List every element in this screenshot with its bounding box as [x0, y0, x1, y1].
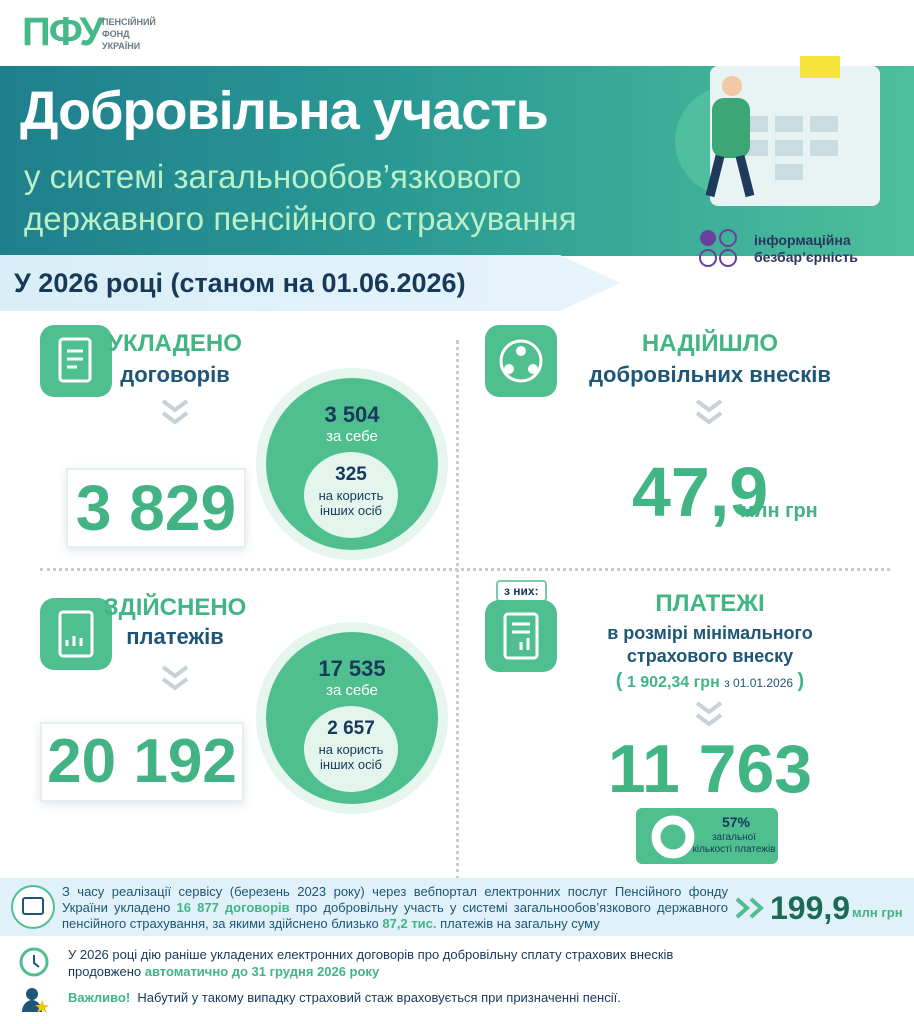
min-payments-icon	[485, 600, 557, 672]
self-value: 17 535	[318, 656, 386, 681]
total: 3 829	[66, 468, 246, 548]
org-name: ПЕНСІЙНИЙ ФОНД УКРАЇНИ	[102, 16, 156, 52]
org-line: УКРАЇНИ	[102, 41, 141, 51]
others-label-line: на користь	[318, 488, 384, 503]
subtitle: у системі загальнообов’язкового державно…	[24, 156, 577, 240]
chevron	[695, 701, 723, 727]
badge-line: безбар’єрність	[754, 249, 858, 265]
note: Важливо! Набутий у такому випадку страхо…	[68, 990, 621, 1005]
badge-line: інформаційна	[754, 232, 851, 248]
divider	[456, 340, 459, 880]
text: У 2026 році дію раніше укладених електро…	[68, 947, 674, 979]
others-label-line: інших осіб	[320, 757, 382, 772]
subheading: добровільних внесків	[589, 362, 831, 387]
subtitle-line: державного пенсійного страхування	[24, 200, 577, 237]
arrows	[735, 897, 764, 919]
chevron	[695, 399, 723, 425]
sum: 199,9	[770, 890, 851, 926]
org-line: ФОНД	[102, 29, 130, 39]
unit: млн грн	[740, 500, 818, 522]
sum-unit: млн грн	[852, 905, 903, 920]
others-value: 325	[335, 464, 367, 485]
inner-circle	[304, 452, 398, 538]
badge-icon	[699, 229, 737, 267]
others-label: на користь інших осіб	[304, 742, 398, 772]
chevron	[161, 399, 189, 425]
heading: ЗДІЙСНЕНО	[103, 594, 247, 621]
share-label: загальної кількості платежів	[686, 832, 782, 856]
self-value: 3 504	[324, 402, 380, 427]
share: 57%	[721, 814, 751, 830]
self-label: за себе	[326, 428, 378, 445]
contributions-icon	[485, 325, 557, 397]
payments-icon	[40, 598, 112, 670]
period-band	[0, 255, 620, 311]
inner-circle	[304, 706, 398, 792]
others-value: 2 657	[327, 718, 375, 739]
others-label: на користь інших осіб	[304, 488, 398, 518]
subheading-line: в розмірі мінімального	[607, 623, 813, 643]
subheading: платежів	[126, 624, 224, 649]
badge: інформаційна безбар’єрність	[754, 232, 858, 266]
self-label: за себе	[326, 682, 378, 699]
share-ring	[651, 815, 695, 859]
footer-text: З часу реалізації сервісу (березень 2023…	[62, 884, 728, 932]
share-label-line: загальної	[711, 832, 757, 843]
footer-icon	[11, 885, 55, 929]
others-label-line: інших осіб	[320, 503, 382, 518]
others-label-line: на користь	[318, 742, 384, 757]
amount: 47,9	[632, 453, 769, 531]
period: У 2026 році (станом на 01.06.2026)	[14, 268, 466, 298]
note-icon	[22, 988, 49, 1013]
subheading: в розмірі мінімального страхового внеску	[570, 622, 850, 668]
text: Набутий у такому випадку страховий стаж …	[137, 990, 621, 1005]
org-line: ПЕНСІЙНИЙ	[102, 17, 156, 27]
highlight: автоматично до 31 грудня 2026 року	[144, 964, 380, 979]
amount-date: з 01.01.2026	[724, 676, 794, 690]
heading: УКЛАДЕНО	[108, 330, 242, 357]
highlight: 87,2 тис.	[382, 916, 437, 931]
title: Добровільна участь	[20, 81, 549, 141]
note-icon	[19, 947, 49, 977]
subtitle-line: у системі загальнообов’язкового	[24, 158, 522, 195]
highlight: 16 877 договорів	[176, 900, 290, 915]
heading: НАДІЙШЛО	[641, 330, 779, 357]
total: 20 192	[40, 722, 244, 802]
text: про добровільну участь у системі загальн…	[62, 900, 728, 931]
divider	[40, 568, 890, 571]
min-amount: ( 1 902,34 грн з 01.01.2026 )	[570, 670, 850, 693]
illustration	[675, 56, 880, 206]
paren: (	[615, 670, 623, 692]
subheading-line: страхового внеску	[626, 646, 794, 666]
tag: з них:	[496, 580, 547, 602]
amount: 1 902,34 грн	[626, 674, 720, 691]
total: 11 763	[607, 731, 813, 807]
heading: ПЛАТЕЖІ	[655, 590, 765, 617]
subheading: договорів	[120, 362, 230, 387]
paren: )	[797, 670, 805, 692]
share-label-line: кількості платежів	[692, 844, 776, 855]
contracts-icon	[40, 325, 112, 397]
note: У 2026 році дію раніше укладених електро…	[68, 946, 748, 980]
text: платежів на загальну суму	[436, 916, 600, 931]
important: Важливо!	[68, 990, 131, 1005]
chevron	[161, 665, 189, 691]
logo: ПФУ	[22, 10, 104, 54]
text: З часу реалізації сервісу (березень 2023…	[62, 884, 728, 915]
